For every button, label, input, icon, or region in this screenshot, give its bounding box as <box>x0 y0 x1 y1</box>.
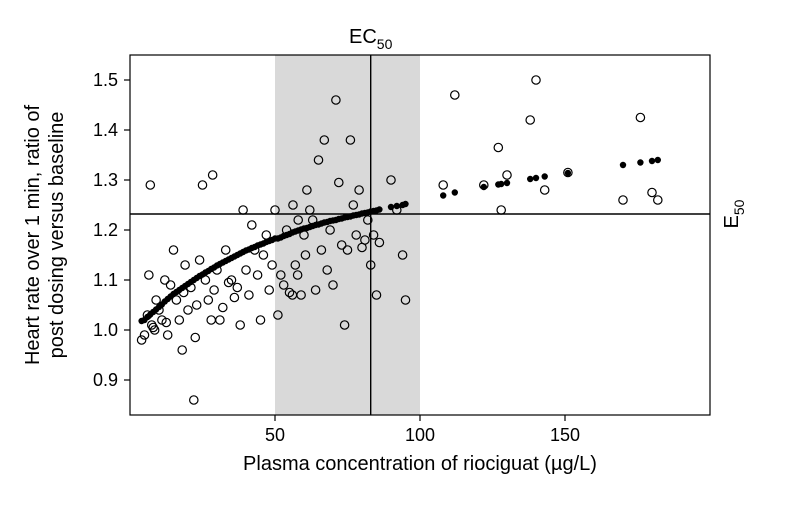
data-point-open <box>193 301 201 309</box>
y-axis-label: Heart rate over 1 min, ratio ofpost dosi… <box>22 105 68 366</box>
fit-point-filled <box>542 173 548 179</box>
data-point-open <box>222 246 230 254</box>
y-tick-label: 1.0 <box>93 320 118 340</box>
data-point-open <box>210 286 218 294</box>
x-tick-label: 150 <box>550 425 580 445</box>
data-point-open <box>152 296 160 304</box>
fit-point-filled <box>533 175 539 181</box>
data-point-open <box>242 266 250 274</box>
data-point-open <box>236 321 244 329</box>
data-point-open <box>190 396 198 404</box>
data-point-open <box>503 171 511 179</box>
y-tick-label: 1.4 <box>93 120 118 140</box>
data-point-open <box>175 316 183 324</box>
y-tick-label: 1.1 <box>93 270 118 290</box>
data-point-open <box>208 171 216 179</box>
fit-point-filled <box>637 159 643 165</box>
data-point-open <box>265 286 273 294</box>
fit-point-filled <box>402 201 408 207</box>
x-axis-label: Plasma concentration of riociguat (µg/L) <box>243 453 597 475</box>
chart-container: 50 100 150 0.9 1.0 1.1 1.2 1.3 1.4 1.5 Plasma conc… <box>0 0 786 509</box>
fit-point-filled <box>504 180 510 186</box>
data-point-open <box>248 221 256 229</box>
fit-point-filled <box>394 203 400 209</box>
y-tick-label: 1.3 <box>93 170 118 190</box>
data-point-open <box>541 186 549 194</box>
data-point-open <box>245 291 253 299</box>
data-point-open <box>137 336 145 344</box>
data-point-open <box>204 296 212 304</box>
fit-point-filled <box>620 162 626 168</box>
data-point-open <box>216 316 224 324</box>
data-point-open <box>239 206 247 214</box>
fit-point-filled <box>481 184 487 190</box>
fit-point-filled <box>452 189 458 195</box>
data-point-open <box>164 331 172 339</box>
data-point-open <box>654 196 662 204</box>
data-point-open <box>145 271 153 279</box>
data-point-open <box>233 283 241 291</box>
data-point-open <box>219 303 227 311</box>
data-point-open <box>497 206 505 214</box>
shaded-ec50-band <box>275 55 420 415</box>
data-point-open <box>191 333 199 341</box>
fit-point-filled <box>649 158 655 164</box>
fit-point-filled <box>388 204 394 210</box>
data-point-open <box>150 326 158 334</box>
y-tick-label: 1.2 <box>93 220 118 240</box>
data-point-open <box>526 116 534 124</box>
data-point-open <box>259 251 267 259</box>
y-tick-label: 1.5 <box>93 70 118 90</box>
data-point-open <box>140 331 148 339</box>
data-point-open <box>256 316 264 324</box>
data-point-open <box>494 143 502 151</box>
data-point-open <box>439 181 447 189</box>
fit-point-filled <box>440 192 446 198</box>
data-point-open <box>636 113 644 121</box>
data-point-open <box>178 346 186 354</box>
x-tick-label: 50 <box>265 425 285 445</box>
fit-point-filled <box>498 181 504 187</box>
data-point-open <box>146 181 154 189</box>
y-tick-label: 0.9 <box>93 370 118 390</box>
data-point-open <box>161 276 169 284</box>
data-point-open <box>166 281 174 289</box>
fit-point-filled <box>527 176 533 182</box>
data-point-open <box>230 293 238 301</box>
data-point-open <box>648 188 656 196</box>
data-point-open <box>184 306 192 314</box>
fit-point-filled <box>376 206 382 212</box>
scatter-chart: 50 100 150 0.9 1.0 1.1 1.2 1.3 1.4 1.5 Plasma conc… <box>0 0 786 509</box>
data-point-open <box>169 246 177 254</box>
data-point-open <box>451 91 459 99</box>
data-point-open <box>619 196 627 204</box>
fit-point-filled <box>655 157 661 163</box>
data-point-open <box>195 256 203 264</box>
fit-point-filled <box>565 170 571 176</box>
data-point-open <box>207 316 215 324</box>
data-point-open <box>198 181 206 189</box>
data-point-open <box>253 271 261 279</box>
e50-label: E50 <box>721 199 747 228</box>
ec50-label: EC50 <box>349 26 393 52</box>
x-tick-label: 100 <box>405 425 435 445</box>
data-point-open <box>532 76 540 84</box>
data-point-open <box>181 261 189 269</box>
